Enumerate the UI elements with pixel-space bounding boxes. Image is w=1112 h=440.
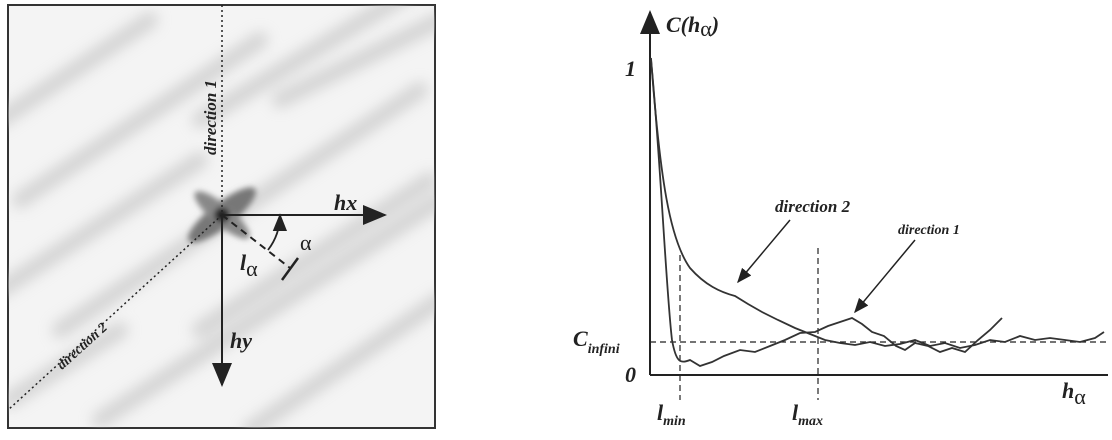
close: ) <box>710 12 719 37</box>
direction-1-pointer <box>854 239 916 314</box>
sub: max <box>798 414 823 429</box>
texture <box>8 5 435 428</box>
alpha-label: α <box>300 230 312 255</box>
base: l <box>792 400 799 425</box>
direction-2-annotation: direction 2 <box>775 197 851 216</box>
base: l <box>657 400 664 425</box>
c-infini-label: Cinfini <box>573 326 620 357</box>
direction-2-line <box>7 214 223 411</box>
l-alpha-label: lα <box>240 250 258 281</box>
hx-label: hx <box>334 190 357 215</box>
hy-label: hy <box>230 328 252 353</box>
direction-2-curve <box>650 57 1105 349</box>
x-axis-label: hα <box>1062 378 1086 409</box>
sub: α <box>700 16 712 41</box>
direction-2-pointer <box>737 219 791 284</box>
base: C(h <box>666 12 700 37</box>
l-alpha-line <box>221 214 291 269</box>
l-max-label: lmax <box>792 400 823 429</box>
l: l <box>240 250 247 275</box>
base: C <box>573 326 588 351</box>
y-top-label: 1 <box>625 56 636 81</box>
base: h <box>1062 378 1074 403</box>
sub: min <box>663 414 686 429</box>
l-alpha-end <box>280 257 300 281</box>
direction-1-label: direction 1 <box>201 80 220 155</box>
direction-1-curve <box>650 59 1003 367</box>
sub: α <box>1074 384 1086 409</box>
l-min-label: lmin <box>657 400 686 429</box>
y-bottom-label: 0 <box>625 362 636 387</box>
direction-1-annotation: direction 1 <box>898 223 960 238</box>
alpha-arc <box>267 213 288 251</box>
y-axis-label: C(hα) <box>666 12 719 41</box>
left-panel: direction 1 direction 2 hx hy α lα <box>7 4 436 429</box>
sub: infini <box>588 342 620 357</box>
sub: α <box>246 256 258 281</box>
right-panel: direction 2 direction 1 1 0 C(hα) Cinfin… <box>573 10 1108 429</box>
